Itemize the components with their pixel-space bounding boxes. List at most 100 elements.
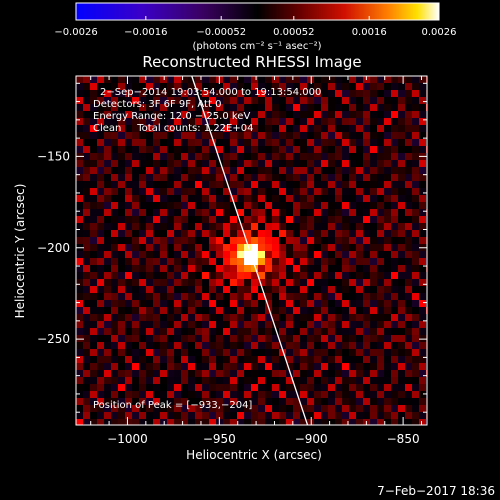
heatmap-cell: [167, 419, 174, 425]
heatmap-cell: [118, 398, 125, 405]
heatmap-cell: [125, 188, 132, 195]
y-tick-label: −200: [37, 241, 70, 255]
heatmap-cell: [412, 188, 419, 195]
heatmap-cell: [412, 223, 419, 230]
heatmap-cell: [195, 356, 202, 363]
heatmap-cell: [76, 90, 83, 97]
heatmap-cell: [125, 90, 132, 97]
heatmap-cell: [97, 146, 104, 153]
heatmap-cell: [258, 139, 265, 146]
heatmap-cell: [118, 307, 125, 314]
heatmap-cell: [216, 146, 223, 153]
heatmap-cell: [111, 153, 118, 160]
heatmap-cell: [258, 258, 265, 265]
heatmap-cell: [244, 132, 251, 139]
heatmap-cell: [349, 349, 356, 356]
heatmap-cell: [328, 223, 335, 230]
heatmap-cell: [146, 97, 153, 104]
heatmap-cell: [76, 356, 83, 363]
heatmap-cell: [370, 349, 377, 356]
heatmap-cell: [405, 349, 412, 356]
heatmap-cell: [111, 146, 118, 153]
heatmap-cell: [307, 195, 314, 202]
heatmap-cell: [314, 405, 321, 412]
heatmap-cell: [321, 321, 328, 328]
heatmap-cell: [412, 370, 419, 377]
heatmap-cell: [377, 97, 384, 104]
heatmap-cell: [377, 125, 384, 132]
heatmap-cell: [335, 349, 342, 356]
heatmap-cell: [216, 265, 223, 272]
heatmap-cell: [160, 279, 167, 286]
heatmap-cell: [76, 167, 83, 174]
heatmap-cell: [328, 412, 335, 419]
heatmap-cell: [188, 97, 195, 104]
heatmap-cell: [307, 97, 314, 104]
heatmap-cell: [146, 377, 153, 384]
heatmap-cell: [167, 391, 174, 398]
heatmap-cell: [146, 251, 153, 258]
heatmap-cell: [90, 398, 97, 405]
heatmap-cell: [419, 335, 426, 342]
heatmap-cell: [223, 181, 230, 188]
heatmap-cell: [419, 209, 426, 216]
heatmap-cell: [97, 83, 104, 90]
heatmap-cell: [377, 174, 384, 181]
heatmap-cell: [223, 349, 230, 356]
heatmap-cell: [174, 342, 181, 349]
heatmap-cell: [118, 293, 125, 300]
heatmap-cell: [377, 153, 384, 160]
heatmap-cell: [202, 223, 209, 230]
heatmap-cell: [125, 104, 132, 111]
heatmap-cell: [272, 160, 279, 167]
heatmap-cell: [125, 342, 132, 349]
heatmap-cell: [83, 209, 90, 216]
heatmap-cell: [244, 90, 251, 97]
heatmap-cell: [118, 76, 125, 83]
heatmap-cell: [363, 391, 370, 398]
heatmap-cell: [258, 314, 265, 321]
heatmap-cell: [237, 216, 244, 223]
heatmap-cell: [76, 188, 83, 195]
heatmap-cell: [391, 335, 398, 342]
heatmap-cell: [307, 265, 314, 272]
heatmap-cell: [363, 349, 370, 356]
heatmap-cell: [258, 181, 265, 188]
heatmap-cell: [209, 97, 216, 104]
heatmap-cell: [307, 167, 314, 174]
heatmap-cell: [160, 342, 167, 349]
heatmap-cell: [83, 384, 90, 391]
heatmap-cell: [251, 97, 258, 104]
heatmap-cell: [300, 174, 307, 181]
heatmap-cell: [391, 90, 398, 97]
heatmap-cell: [328, 146, 335, 153]
heatmap-cell: [132, 188, 139, 195]
heatmap-cell: [314, 321, 321, 328]
heatmap-cell: [97, 209, 104, 216]
heatmap-cell: [181, 223, 188, 230]
heatmap-cell: [272, 125, 279, 132]
heatmap-cell: [167, 405, 174, 412]
heatmap-cell: [258, 370, 265, 377]
heatmap-cell: [279, 237, 286, 244]
heatmap-cell: [167, 398, 174, 405]
heatmap-cell: [146, 293, 153, 300]
heatmap-cell: [342, 139, 349, 146]
heatmap-cell: [83, 160, 90, 167]
heatmap-cell: [195, 265, 202, 272]
heatmap-cell: [125, 328, 132, 335]
heatmap-cell: [293, 181, 300, 188]
heatmap-cell: [384, 391, 391, 398]
heatmap-cell: [118, 139, 125, 146]
heatmap-cell: [181, 202, 188, 209]
heatmap-cell: [97, 272, 104, 279]
heatmap-cell: [412, 335, 419, 342]
heatmap-cell: [251, 146, 258, 153]
heatmap-cell: [83, 391, 90, 398]
heatmap-cell: [132, 314, 139, 321]
heatmap-cell: [153, 223, 160, 230]
heatmap-cell: [118, 258, 125, 265]
heatmap-cell: [377, 279, 384, 286]
heatmap-cell: [237, 272, 244, 279]
heatmap-cell: [237, 125, 244, 132]
